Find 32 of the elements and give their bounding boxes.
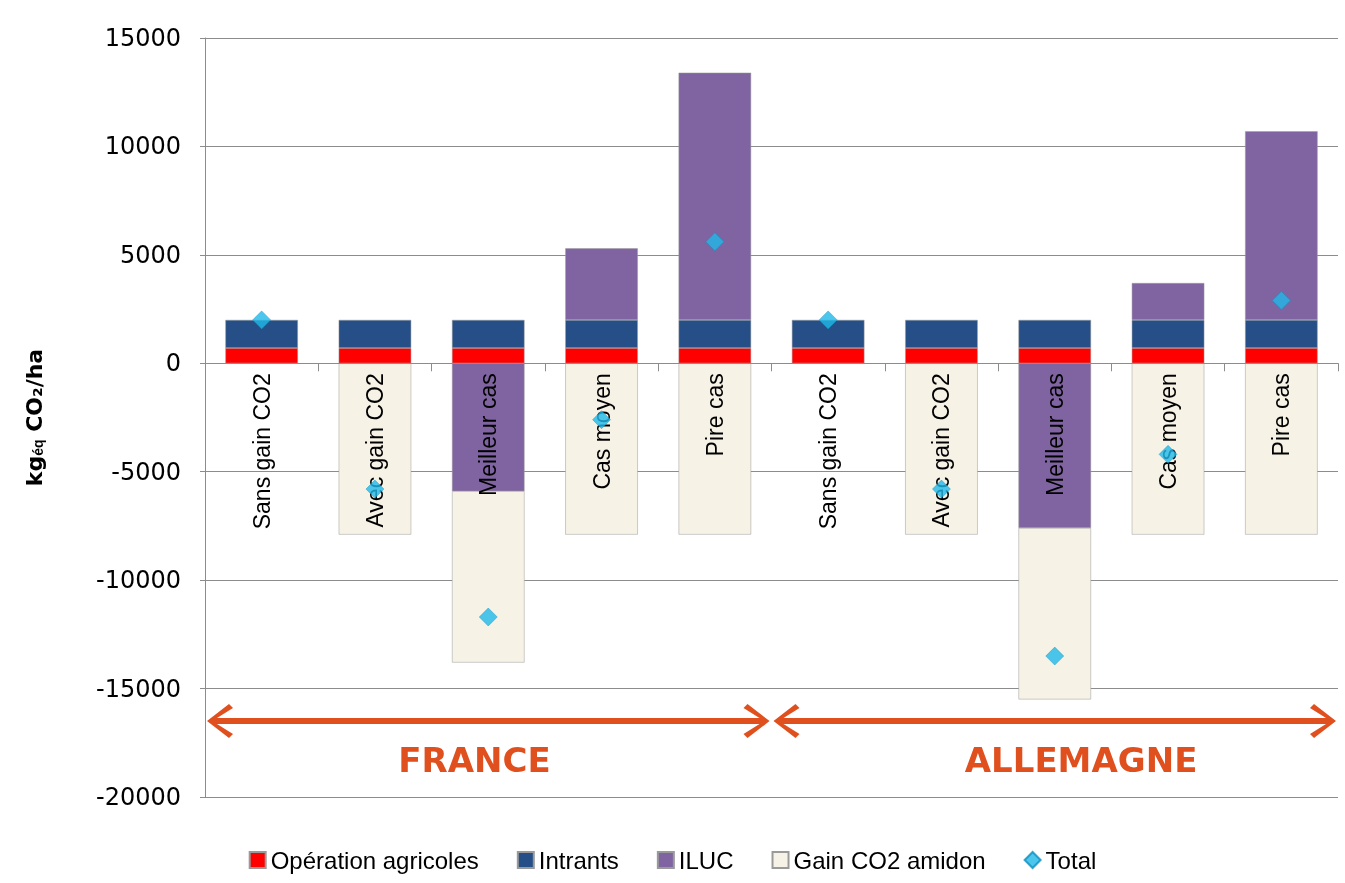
x-tick-label: Cas moyen [588, 373, 615, 490]
point [818, 310, 838, 330]
legend-label: Opération agricoles [270, 846, 479, 874]
point [1272, 291, 1291, 310]
x-tick-label: Avec gain CO2 [928, 373, 955, 528]
x-tick-label: Pire cas [1268, 373, 1295, 457]
point [1045, 646, 1064, 666]
y-tick-label: 10000 [104, 132, 181, 161]
x-tick-label: Avec gain CO2 [361, 373, 388, 528]
y-tick-label: 5000 [119, 240, 181, 269]
x-tick-label: Meilleur cas [475, 373, 502, 496]
y-tick-label: -5000 [111, 457, 181, 486]
y-tick-label: -15000 [95, 674, 181, 703]
y-tick-label: -20000 [95, 783, 181, 811]
legend-label: Total [1045, 846, 1097, 874]
annotation: FRANCE [398, 740, 551, 781]
legend-label: Intrants [538, 846, 619, 874]
legend-label: Gain CO2 amidon [793, 846, 986, 874]
point [705, 232, 725, 252]
x-tick-label: Sans gain CO2 [248, 373, 275, 530]
legend-label: ILUC [678, 846, 734, 874]
annotation: ALLEMAGNE [964, 740, 1198, 781]
y-tick-label: 15000 [104, 24, 181, 52]
x-tick-label: Cas moyen [1155, 373, 1182, 490]
point [252, 310, 271, 330]
y-tick-label: -10000 [95, 566, 181, 595]
x-tick-label: Meilleur cas [1041, 373, 1068, 496]
y-axis-title: kgéq CO₂/ha [21, 348, 47, 487]
point [479, 607, 498, 627]
y-tick-label: 0 [165, 349, 181, 378]
x-tick-label: Pire cas [701, 373, 728, 457]
x-tick-label: Sans gain CO2 [815, 373, 842, 530]
